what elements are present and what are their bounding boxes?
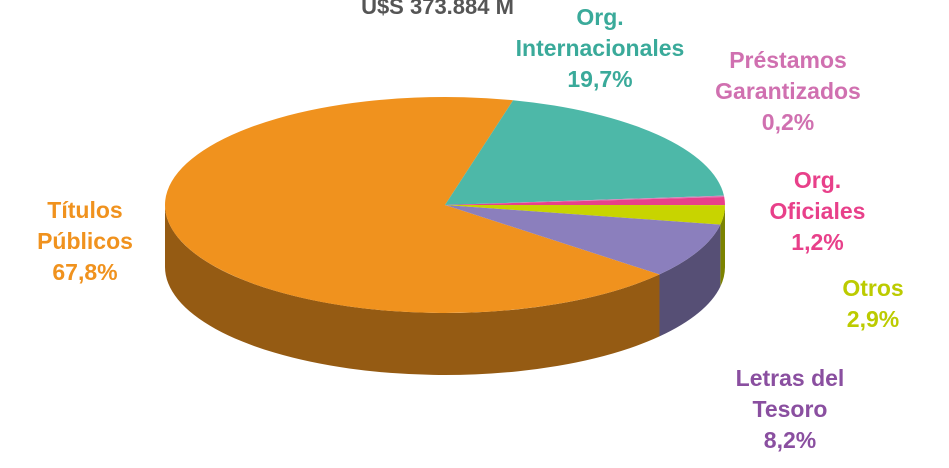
value-label: 0,2% <box>761 109 815 135</box>
category-label: Letras del Tesoro <box>735 365 845 422</box>
slice <box>445 205 725 225</box>
slice <box>445 100 724 205</box>
slice-side <box>659 224 721 337</box>
slice-label: Org. Oficiales 1,2% <box>750 165 885 258</box>
category-label: Org. Oficiales <box>769 167 866 224</box>
slice-label: Préstamos Garantizados 0,2% <box>668 45 908 138</box>
category-label: Org. Internacionales <box>515 4 685 61</box>
value-label: 1,2% <box>791 229 844 255</box>
category-label: Préstamos Garantizados <box>715 47 861 104</box>
value-label: 19,7% <box>567 66 633 92</box>
chart-title: U$S 373.884 M <box>361 0 514 19</box>
value-label: 2,9% <box>846 306 900 332</box>
slice-label: Títulos Públicos 67,8% <box>20 195 150 288</box>
value-label: 67,8% <box>52 259 118 285</box>
slice <box>445 196 725 206</box>
slice-label: Otros 2,9% <box>818 273 928 335</box>
slice-side <box>165 205 660 376</box>
slice <box>164 96 660 313</box>
category-label: Títulos Públicos <box>37 197 133 254</box>
slice <box>445 205 721 275</box>
slice-side <box>720 205 725 287</box>
slice-label: Letras del Tesoro 8,2% <box>705 363 875 456</box>
slice <box>445 195 725 205</box>
slice-label: Org. Internacionales 19,7% <box>495 2 705 95</box>
category-label: Otros <box>842 275 904 301</box>
value-label: 8,2% <box>763 427 817 453</box>
